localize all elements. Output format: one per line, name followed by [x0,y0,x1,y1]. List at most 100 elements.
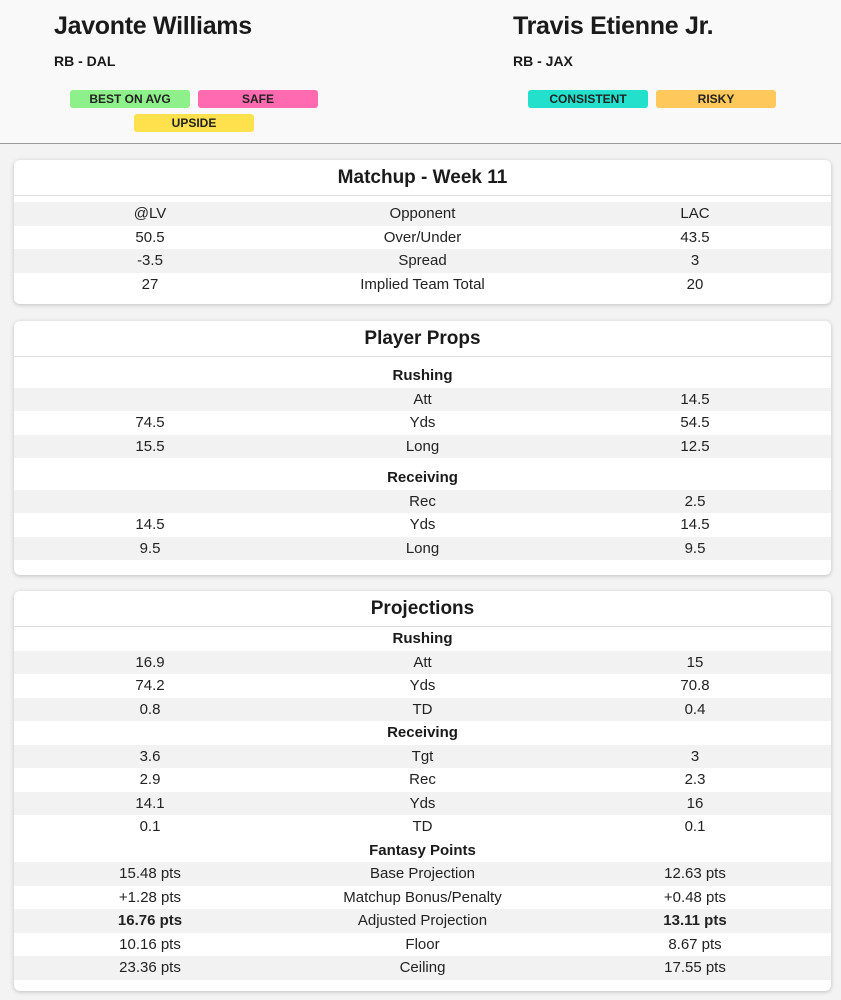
row-label: Base Projection [369,865,476,883]
table-row: 27 Implied Team Total 20 [14,273,831,297]
player-props-title: Player Props [14,321,831,357]
right-value: 70.8 [680,677,710,695]
table-row: 0.8 TD 0.4 [14,697,831,721]
left-value: 14.1 [135,794,165,812]
matchup-card: Matchup - Week 11 @LV Opponent LAC 50.5 … [14,160,831,304]
row-label: Over/Under [383,228,462,246]
table-row: 14.1 Yds 16 [14,791,831,815]
matchup-title: Matchup - Week 11 [14,160,831,196]
right-value: 9.5 [684,539,706,557]
row-label: Ceiling [399,959,446,977]
section-heading-rushing: Rushing [392,630,453,648]
left-value: 0.8 [139,700,161,718]
right-value: 17.55 pts [664,959,726,977]
right-value: 3 [690,747,700,765]
left-value: @LV [133,205,167,223]
row-label: Tgt [411,747,434,765]
table-row: 14.5 Yds 14.5 [14,513,831,537]
left-value: 10.16 pts [119,935,181,953]
table-row: 10.16 pts Floor 8.67 pts [14,933,831,957]
row-label: Yds [409,677,436,695]
table-row: 15.5 Long 12.5 [14,434,831,458]
player-name-left: Javonte Williams [54,12,252,40]
section-heading-rushing: Rushing [392,367,453,385]
row-label: Implied Team Total [360,275,485,293]
player-props-card: Player Props Rushing Att 14.5 74.5 Yds 5… [14,321,831,575]
row-label: Att [413,390,432,408]
right-value: 2.3 [684,771,706,789]
player-position-left: RB - DAL [54,53,116,69]
left-value: 14.5 [135,516,165,534]
left-value: 23.36 pts [119,959,181,977]
table-row: Rec 2.5 [14,489,831,513]
right-value: 2.5 [684,492,706,510]
row-label: TD [412,818,433,836]
row-label: Floor [405,935,440,953]
right-value: 0.4 [684,700,706,718]
row-label: Att [413,653,432,671]
row-label: Spread [398,252,447,270]
row-label: Rec [409,771,436,789]
left-value: 0.1 [139,818,161,836]
right-value: 13.11 pts [663,912,727,930]
right-value: 43.5 [680,228,710,246]
table-row: 9.5 Long 9.5 [14,536,831,560]
table-row: 23.36 pts Ceiling 17.55 pts [14,956,831,980]
table-row: +1.28 pts Matchup Bonus/Penalty +0.48 pt… [14,886,831,910]
badge-upside: UPSIDE [134,114,254,132]
table-row: 16.9 Att 15 [14,650,831,674]
right-value: 14.5 [680,390,710,408]
right-value: 16 [686,794,704,812]
table-row: 2.9 Rec 2.3 [14,768,831,792]
section-heading-receiving: Receiving [387,469,458,487]
table-row: 0.1 TD 0.1 [14,815,831,839]
row-label: Rec [409,492,436,510]
section-heading-receiving: Receiving [387,724,458,742]
row-label: Long [405,539,440,557]
table-row: 50.5 Over/Under 43.5 [14,226,831,250]
left-value: 9.5 [139,539,161,557]
right-value: +0.48 pts [663,888,727,906]
left-value: 15.5 [135,437,165,455]
right-value: 8.67 pts [668,935,722,953]
right-value: 12.5 [680,437,710,455]
table-row: 74.5 Yds 54.5 [14,411,831,435]
left-value: 50.5 [135,228,165,246]
right-value: 14.5 [680,516,710,534]
row-label: Matchup Bonus/Penalty [343,888,502,906]
right-value: LAC [680,205,710,223]
left-value: +1.28 pts [118,888,182,906]
table-row: 74.2 Yds 70.8 [14,674,831,698]
table-row: 16.76 pts Adjusted Projection 13.11 pts [14,909,831,933]
row-label: Yds [409,794,436,812]
row-label: Long [405,437,440,455]
table-row: @LV Opponent LAC [14,202,831,226]
section-heading-fantasy-points: Fantasy Points [369,841,476,859]
player-name-right: Travis Etienne Jr. [513,12,714,40]
table-row: 3.6 Tgt 3 [14,744,831,768]
right-value: 0.1 [684,818,706,836]
table-row: 15.48 pts Base Projection 12.63 pts [14,862,831,886]
projections-title: Projections [14,591,831,627]
right-value: 15 [686,653,704,671]
table-row: -3.5 Spread 3 [14,249,831,273]
left-value: 27 [141,275,159,293]
player-position-right: RB - JAX [513,53,573,69]
left-value: 16.9 [135,653,165,671]
left-value: -3.5 [137,252,163,270]
badge-risky: RISKY [656,90,776,108]
projections-card: Projections Rushing 16.9 Att 15 74.2 Yds… [14,591,831,991]
row-label: TD [412,700,433,718]
left-value: 3.6 [139,747,161,765]
left-value: 15.48 pts [119,865,181,883]
left-value: 74.2 [135,677,165,695]
right-value: 20 [686,275,704,293]
badge-safe: SAFE [198,90,318,108]
left-value: 74.5 [135,414,165,432]
row-label: Opponent [389,205,456,223]
row-label: Yds [409,516,436,534]
comparison-header: Javonte Williams RB - DAL BEST ON AVG SA… [0,0,841,144]
right-value: 3 [690,252,700,270]
row-label: Yds [409,414,436,432]
table-row: Att 14.5 [14,387,831,411]
